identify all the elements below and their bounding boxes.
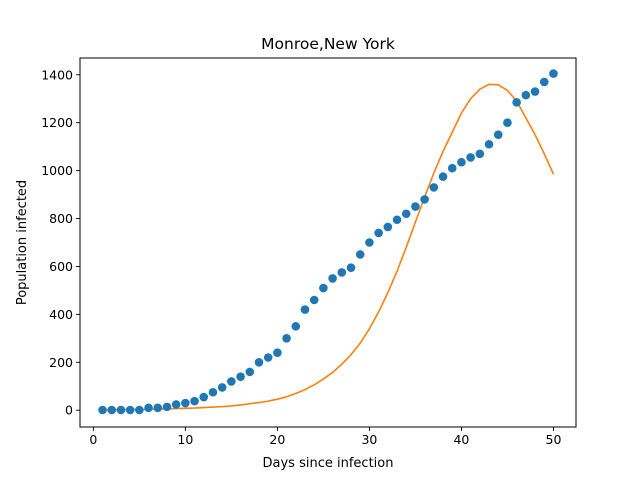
series-line-model: [102, 83, 555, 411]
data-point: [273, 348, 282, 358]
data-point: [401, 209, 411, 219]
data-point: [309, 295, 319, 305]
data-point: [530, 87, 540, 96]
data-point: [227, 377, 236, 386]
x-tick-label: 10: [177, 432, 193, 447]
data-point: [365, 238, 374, 247]
data-point: [181, 398, 190, 408]
data-point: [236, 372, 245, 381]
data-point: [411, 202, 420, 211]
data-point: [383, 222, 393, 232]
data-point: [245, 367, 255, 377]
y-tick-label: 0: [65, 403, 73, 418]
data-point: [98, 405, 107, 415]
data-point: [291, 322, 301, 331]
data-point: [153, 403, 163, 413]
data-point: [135, 405, 144, 415]
x-tick-label: 20: [269, 432, 285, 447]
plot-area: [98, 69, 558, 415]
data-point: [484, 139, 494, 149]
data-point: [107, 405, 117, 415]
data-point: [208, 387, 218, 397]
x-tick-label: 50: [546, 432, 562, 447]
data-point: [144, 403, 153, 413]
y-tick-label: 800: [49, 211, 73, 226]
data-point: [125, 405, 135, 415]
data-point: [493, 130, 503, 139]
data-point: [300, 305, 310, 314]
data-point: [346, 263, 356, 272]
x-axis: 0 10 20 30 40 50: [89, 427, 561, 447]
y-axis-label: Population infected: [15, 180, 30, 305]
data-point: [116, 405, 126, 415]
data-point: [355, 250, 365, 259]
data-point: [457, 157, 466, 167]
data-point: [466, 153, 475, 162]
y-tick-label: 1200: [41, 115, 73, 130]
data-point: [429, 183, 439, 192]
data-point: [420, 195, 429, 204]
data-point: [512, 98, 521, 107]
y-axis: 0 200 400 600 800 1000 1200 1400: [41, 67, 80, 418]
data-point: [438, 172, 448, 181]
y-tick-label: 1000: [41, 163, 73, 178]
x-tick-label: 0: [89, 432, 97, 447]
data-point: [475, 149, 485, 159]
axes-frame: [79, 57, 577, 428]
data-point: [263, 353, 273, 362]
x-tick-label: 30: [361, 432, 377, 447]
data-point: [217, 383, 227, 392]
data-point: [392, 215, 402, 225]
y-tick-label: 600: [49, 259, 73, 274]
data-point: [539, 77, 549, 87]
data-point: [282, 334, 291, 343]
y-tick-label: 400: [49, 307, 73, 322]
y-tick-label: 1400: [41, 67, 73, 82]
data-point: [549, 69, 558, 78]
data-point: [521, 90, 531, 100]
x-axis-label: Days since infection: [263, 456, 394, 471]
y-tick-label: 200: [49, 355, 73, 370]
data-point: [328, 274, 337, 283]
x-tick-label: 40: [453, 432, 469, 447]
data-point: [199, 392, 209, 402]
data-point: [337, 268, 347, 277]
data-point: [254, 358, 264, 367]
data-point: [374, 228, 383, 238]
data-point: [319, 283, 328, 293]
data-point: [447, 163, 457, 173]
data-point: [162, 402, 172, 412]
chart-title: Monroe,New York: [261, 35, 395, 53]
data-point: [190, 396, 199, 406]
data-point: [171, 400, 181, 409]
data-point: [503, 118, 512, 127]
